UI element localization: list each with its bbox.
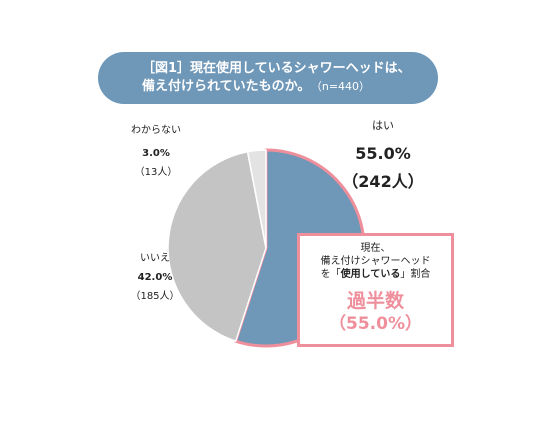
callout-line2: 備え付けシャワーヘッド <box>320 256 431 267</box>
callout-line3-pre: を「 <box>320 269 341 280</box>
slice-label-no: いいえ 42.0% （185人） <box>120 252 190 304</box>
callout-line3-strong: 使用している <box>340 269 401 280</box>
chart-title-line1: ［図1］現在使用しているシャワーヘッドは、 <box>142 61 411 76</box>
callout-line3-post: 」割合 <box>400 269 431 280</box>
slice-count-unknown: （13人） <box>134 167 178 178</box>
sample-size: （n=440） <box>316 80 371 93</box>
callout-box: 現在、 備え付けシャワーヘッド を「使用している」割合 過半数 （55.0%） <box>297 233 454 347</box>
callout-highlight-percent: （55.0%） <box>329 314 422 334</box>
callout-highlight: 過半数 <box>346 290 404 312</box>
slice-count-no: （185人） <box>130 291 180 302</box>
slice-percent-unknown: 3.0% <box>142 148 170 159</box>
callout-line1: 現在、 <box>360 243 391 254</box>
slice-count-yes: （242人） <box>342 172 424 191</box>
chart-title-banner: ［図1］現在使用しているシャワーヘッドは、 備え付けられていたものか。 （n=44… <box>98 52 438 104</box>
slice-label-unknown: わからない 3.0% （13人） <box>116 124 196 180</box>
callout-line3: を「使用している」割合 <box>300 268 451 281</box>
slice-name-no: いいえ <box>140 253 170 264</box>
chart-title-line2: 備え付けられていたものか。 <box>142 79 311 94</box>
pie-slice-unknown <box>246 149 267 249</box>
slice-name-yes: はい <box>372 119 394 132</box>
slice-percent-no: 42.0% <box>137 272 173 283</box>
pie-slice-no <box>167 150 267 343</box>
slice-percent-yes: 55.0% <box>355 144 411 163</box>
slice-label-yes: はい 55.0% （242人） <box>338 117 428 193</box>
slice-name-unknown: わからない <box>131 125 181 136</box>
